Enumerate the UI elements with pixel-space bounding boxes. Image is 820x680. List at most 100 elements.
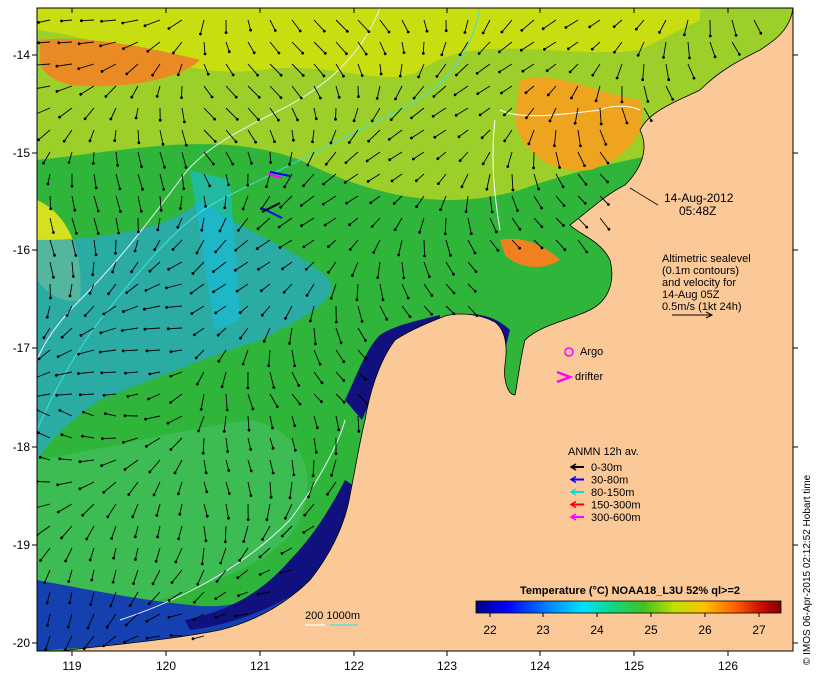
velocity-vector-head	[344, 161, 348, 165]
velocity-vector-head	[606, 161, 610, 165]
velocity-vector	[313, 371, 323, 384]
velocity-vector	[175, 547, 183, 563]
velocity-vector	[283, 283, 293, 293]
velocity-vector	[489, 195, 493, 212]
velocity-vector-head	[216, 333, 220, 337]
velocity-vector-head	[100, 371, 104, 375]
velocity-vector-head	[213, 117, 217, 121]
velocity-vector-head	[360, 319, 364, 323]
velocity-vector	[203, 151, 214, 165]
velocity-vector-head	[320, 400, 323, 404]
velocity-vector	[416, 195, 425, 207]
velocity-vector-head	[234, 95, 238, 99]
velocity-vector	[235, 613, 249, 617]
velocity-vector-head	[132, 582, 135, 585]
contour-1000m	[37, 8, 481, 431]
velocity-vector	[434, 129, 447, 138]
velocity-vector-head	[114, 251, 117, 255]
velocity-vector-head	[118, 187, 122, 191]
velocity-vector-head	[430, 312, 434, 316]
velocity-vector-head	[329, 141, 333, 145]
velocity-vector-head	[56, 355, 60, 358]
velocity-vector-head	[124, 371, 127, 375]
velocity-vector	[499, 41, 513, 53]
velocity-vector-head	[323, 223, 327, 227]
velocity-vector-head	[167, 27, 171, 30]
velocity-vector	[159, 173, 165, 190]
velocity-vector	[137, 173, 143, 190]
velocity-vector-head	[113, 139, 117, 143]
velocity-vector	[335, 349, 345, 362]
velocity-vector	[123, 437, 139, 443]
velocity-vector-head	[78, 460, 82, 464]
velocity-vector-head	[759, 31, 763, 35]
velocity-vector-head	[191, 272, 195, 275]
velocity-vector	[115, 173, 121, 189]
velocity-vector	[313, 63, 325, 77]
velocity-vector-head	[634, 27, 638, 31]
velocity-vector	[458, 129, 469, 138]
velocity-vector	[224, 525, 227, 542]
velocity-vector	[37, 525, 51, 536]
velocity-vector-head	[148, 470, 152, 474]
velocity-vector	[40, 547, 51, 561]
velocity-vector-head	[58, 115, 61, 119]
velocity-vector	[291, 349, 296, 366]
velocity-vector-head	[511, 188, 515, 192]
velocity-vector	[423, 19, 428, 32]
velocity-vector-head	[713, 55, 717, 59]
velocity-vector	[166, 283, 183, 289]
velocity-vector-head	[102, 644, 106, 648]
velocity-vector-head	[372, 251, 376, 254]
velocity-vector	[313, 437, 317, 453]
velocity-vector-head	[607, 227, 611, 231]
velocity-vector	[379, 305, 388, 320]
velocity-vector-head	[67, 161, 71, 164]
velocity-vector-head	[62, 139, 66, 143]
velocity-vector	[357, 19, 370, 32]
velocity-vector-head	[143, 327, 147, 331]
velocity-vector	[335, 85, 340, 98]
velocity-vector-head	[77, 42, 81, 46]
velocity-vector-head	[342, 379, 346, 382]
velocity-vector-head	[588, 25, 592, 29]
velocity-vector	[291, 459, 295, 475]
velocity-vector	[133, 569, 139, 584]
anmn-legend-arrow-head	[569, 463, 577, 471]
velocity-vector	[221, 371, 227, 387]
velocity-vector-head	[443, 232, 447, 236]
velocity-vector	[445, 305, 455, 315]
velocity-vector	[353, 107, 359, 121]
velocity-vector	[687, 41, 690, 58]
velocity-vector	[501, 19, 513, 33]
velocity-vector	[486, 173, 491, 190]
velocity-vector	[90, 591, 95, 605]
velocity-vector-head	[537, 187, 540, 191]
velocity-vector	[411, 107, 425, 119]
velocity-vector-head	[342, 360, 346, 363]
velocity-vector	[93, 173, 97, 188]
velocity-vector	[217, 327, 227, 336]
velocity-vector-head	[503, 113, 506, 117]
lon-tick-label: 124	[530, 659, 550, 673]
velocity-vector	[335, 19, 348, 32]
velocity-vector-head	[273, 140, 276, 144]
velocity-vector-head	[239, 336, 242, 340]
velocity-vector	[371, 107, 381, 122]
velocity-vector-head	[322, 182, 325, 186]
velocity-vector	[411, 129, 425, 139]
velocity-vector-head	[293, 424, 297, 428]
velocity-vector	[181, 107, 185, 122]
velocity-vector	[482, 19, 491, 34]
velocity-vector	[46, 591, 51, 604]
velocity-vector-head	[323, 51, 327, 55]
contour-200m-south	[119, 419, 346, 621]
velocity-vector-head	[454, 113, 458, 117]
velocity-vector-head	[518, 227, 522, 231]
velocity-vector	[753, 19, 762, 34]
velocity-vector	[441, 41, 447, 55]
velocity-vector-head	[96, 209, 100, 213]
velocity-vector-head	[433, 135, 437, 139]
velocity-vector-head	[387, 30, 391, 34]
velocity-vector	[247, 393, 254, 410]
